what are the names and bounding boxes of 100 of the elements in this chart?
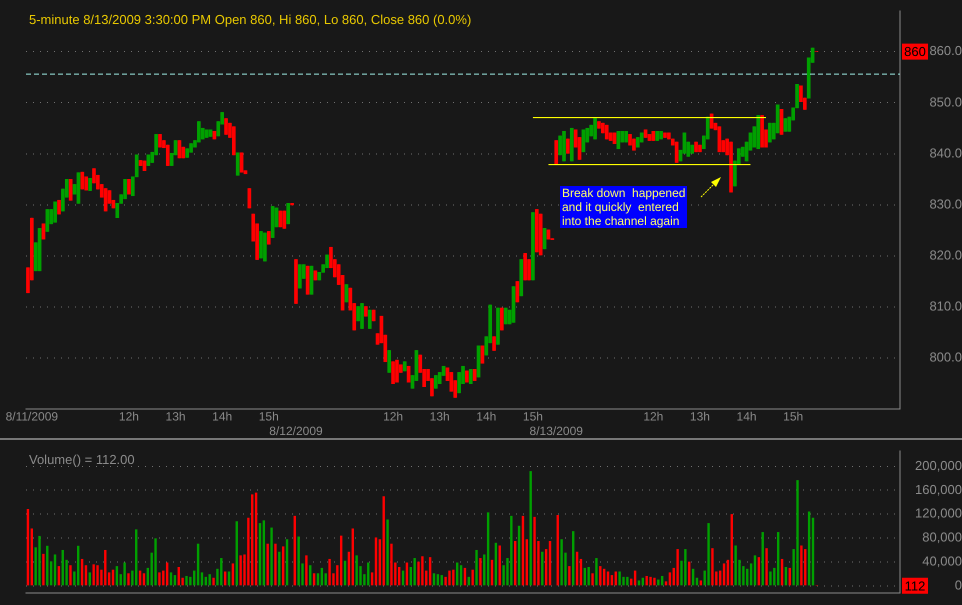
bar [568,566,571,586]
bar [471,570,474,586]
x-tick-label: 12h [118,410,139,424]
bar [270,528,273,586]
annotation: 112 [904,578,926,594]
x-tick-label: 8/11/2009 [6,410,58,424]
bar [266,544,269,586]
bar [700,580,702,586]
bar [251,494,254,586]
bar [278,552,281,586]
x-tick-label: 13h [430,410,450,424]
annotation: 860 [904,44,926,60]
bar [402,570,404,586]
bar [707,523,710,586]
bar [232,563,234,586]
x-tick-label: 13h [690,410,710,424]
bar [788,568,791,586]
bar [239,555,242,586]
bar [486,512,490,586]
bar [784,567,788,586]
x-tick-label: 15h [783,410,804,424]
bar [436,574,440,586]
bar [618,571,621,586]
bar [58,566,60,586]
bar [587,567,590,586]
bar [758,557,760,586]
bar [413,558,416,586]
bar [649,576,652,586]
y-tick-label: 850.0 [929,94,962,110]
bar [494,542,498,586]
bar [320,568,324,586]
bar [406,562,408,586]
annotation: Break down happened and it quickly entered into the channel again [560,186,688,228]
x-tick-label: 13h [166,410,186,424]
bar [42,554,45,586]
bar [468,576,470,586]
bar [602,568,606,586]
bar [522,516,524,586]
bar [464,568,466,586]
bar [212,578,215,586]
x-tick-label: 12h [643,410,664,424]
bar [440,575,443,586]
chart-title: Volume() = 112.00 [29,452,135,467]
bar [421,556,424,586]
y-tick-label: 0 [954,577,962,592]
bar [529,471,532,586]
bar [556,515,559,586]
bar [62,550,64,586]
y-tick-label: 840.0 [929,145,962,160]
bar [166,562,168,586]
bar [765,548,768,586]
bar [80,558,84,586]
bar [510,516,513,586]
y-tick-label: 820.0 [929,248,962,263]
bar [808,511,810,586]
bar [236,521,238,586]
bar [456,562,458,586]
bar [498,546,501,586]
bar [46,546,48,586]
bar [340,536,342,586]
bar [297,536,300,586]
bar [614,571,617,586]
x-tick-label: 14h [736,410,757,424]
bar [352,528,354,586]
bar [262,520,266,586]
bar [560,539,563,586]
bar [692,568,694,586]
chart-title: 5-minute 8/13/2009 3:30:00 PM Open 860, Hi 860, Lo 860, Close 860 (0.0%) [29,12,472,27]
y-tick-label: 40,000 [922,554,962,569]
bar [804,549,806,586]
bar [305,555,308,586]
y-tick-label: 80,000 [922,530,962,545]
bar [576,552,578,586]
bar [642,578,644,586]
bar [518,526,520,586]
bar [386,520,389,586]
bar [26,509,30,586]
x-tick-label: 12h [383,410,404,424]
bar [541,552,544,586]
bar [224,571,226,586]
bar [776,532,780,586]
bar [668,572,672,586]
bar [711,548,714,586]
bar [460,565,462,586]
y-tick-label: 160,000 [915,482,962,497]
y-tick-label: 860.0 [929,43,962,58]
y-tick-label: 200,000 [915,458,962,473]
bar [684,549,687,586]
x-tick-label: 15h [258,410,279,424]
bar [355,555,358,586]
bar [595,558,598,586]
bar [158,572,161,586]
bar [274,544,277,586]
bar [734,546,737,586]
x-tick-label: 8/13/2009 [530,424,584,438]
x-tick-label: 8/12/2009 [269,424,323,438]
bar [123,562,126,586]
bar [116,566,118,586]
y-tick-label: 800.0 [929,350,962,365]
bar [254,492,258,586]
